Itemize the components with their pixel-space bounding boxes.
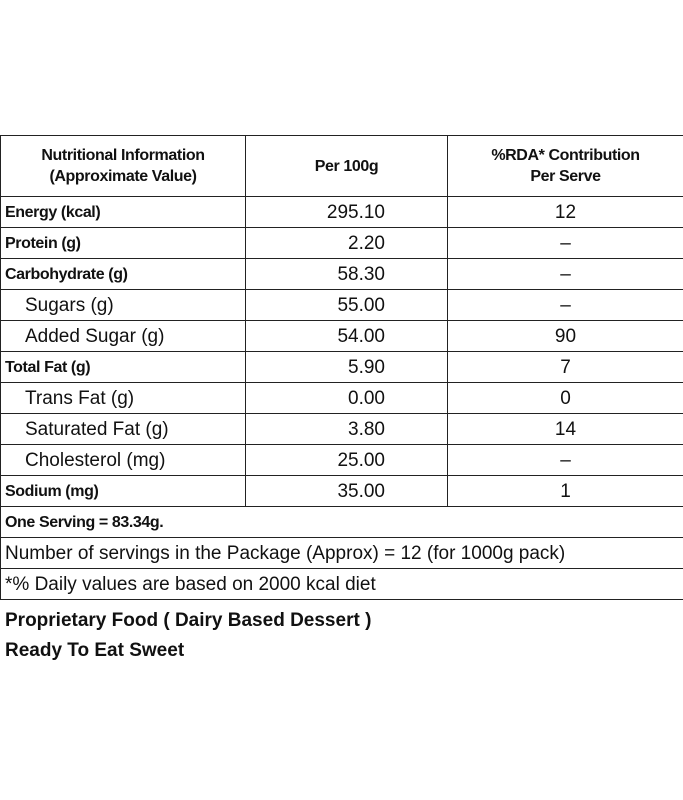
rda: 14 xyxy=(447,413,683,445)
per-100g: 5.90 xyxy=(245,351,448,383)
per-100g: 3.80 xyxy=(245,413,448,445)
row: Added Sugar (g) 54.00 90 xyxy=(0,320,683,352)
nutrient: Total Fat (g) xyxy=(0,351,246,383)
rda: – xyxy=(447,444,683,476)
rda: – xyxy=(447,289,683,321)
header-cell: Per 100g xyxy=(245,135,448,197)
header-cell: %RDA* Contribution Per Serve xyxy=(447,135,683,197)
note: One Serving = 83.34g. xyxy=(0,506,683,538)
header-row: Nutritional Information (Approximate Valu… xyxy=(0,135,683,197)
header-line: Per 100g xyxy=(314,157,379,175)
row: Sodium (mg) 35.00 1 xyxy=(0,475,683,507)
nutrient: Sodium (mg) xyxy=(0,475,246,507)
nutrient: Added Sugar (g) xyxy=(0,320,246,352)
note-row: One Serving = 83.34g. xyxy=(0,506,683,538)
row: Sugars (g) 55.00– xyxy=(0,289,683,321)
row: Carbohydrate (g) 58.30– xyxy=(0,258,683,290)
header-line: Per Serve xyxy=(530,168,601,185)
rda: 0 xyxy=(447,382,683,414)
rda: 7 xyxy=(447,351,683,383)
per-100g: 35.00 xyxy=(245,475,448,507)
note: *% Daily values are based on 2000 kcal d… xyxy=(0,568,683,600)
per-100g: 0.00 xyxy=(245,382,448,414)
note-row: Number of servings in the Package (Appro… xyxy=(0,537,683,569)
note: Number of servings in the Package (Appro… xyxy=(0,537,683,569)
rda: 12 xyxy=(447,196,683,228)
per-100g: 2.20 xyxy=(245,227,448,259)
row: Saturated Fat (g) 3.80 14 xyxy=(0,413,683,445)
nutrient: Cholesterol (mg) xyxy=(0,444,246,476)
nutrient: Saturated Fat (g) xyxy=(0,413,246,445)
per-100g: 58.30 xyxy=(245,258,448,290)
header-line: %RDA* Contribution xyxy=(491,147,640,164)
footer-text: Ready To Eat Sweet xyxy=(5,640,185,661)
rda: – xyxy=(447,258,683,290)
rda: 1 xyxy=(447,475,683,507)
row: Trans Fat (g) 0.00 0 xyxy=(0,382,683,414)
per-100g: 54.00 xyxy=(245,320,448,352)
nutrient: Carbohydrate (g) xyxy=(0,258,246,290)
per-100g: 55.00 xyxy=(245,289,448,321)
nutrient: Protein (g) xyxy=(0,227,246,259)
nutrient: Trans Fat (g) xyxy=(0,382,246,414)
row: Protein (g) 2.20– xyxy=(0,227,683,259)
header-line: Nutritional Information xyxy=(41,147,205,164)
nutrient: Sugars (g) xyxy=(0,289,246,321)
rda: 90 xyxy=(447,320,683,352)
note-row: *% Daily values are based on 2000 kcal d… xyxy=(0,568,683,600)
nutrient: Energy (kcal) xyxy=(0,196,246,228)
nutrition-table: Nutritional Information (Approximate Valu… xyxy=(0,135,683,600)
footer-text: Proprietary Food ( Dairy Based Dessert ) xyxy=(5,610,372,631)
per-100g: 25.00 xyxy=(245,444,448,476)
row: Energy (kcal) 295.10 12 xyxy=(0,196,683,228)
rda: – xyxy=(447,227,683,259)
header-line: (Approximate Value) xyxy=(49,168,197,185)
row: Total Fat (g) 5.90 7 xyxy=(0,351,683,383)
per-100g: 295.10 xyxy=(245,196,448,228)
header-cell: Nutritional Information (Approximate Valu… xyxy=(0,135,246,197)
row: Cholesterol (mg) 25.00– xyxy=(0,444,683,476)
